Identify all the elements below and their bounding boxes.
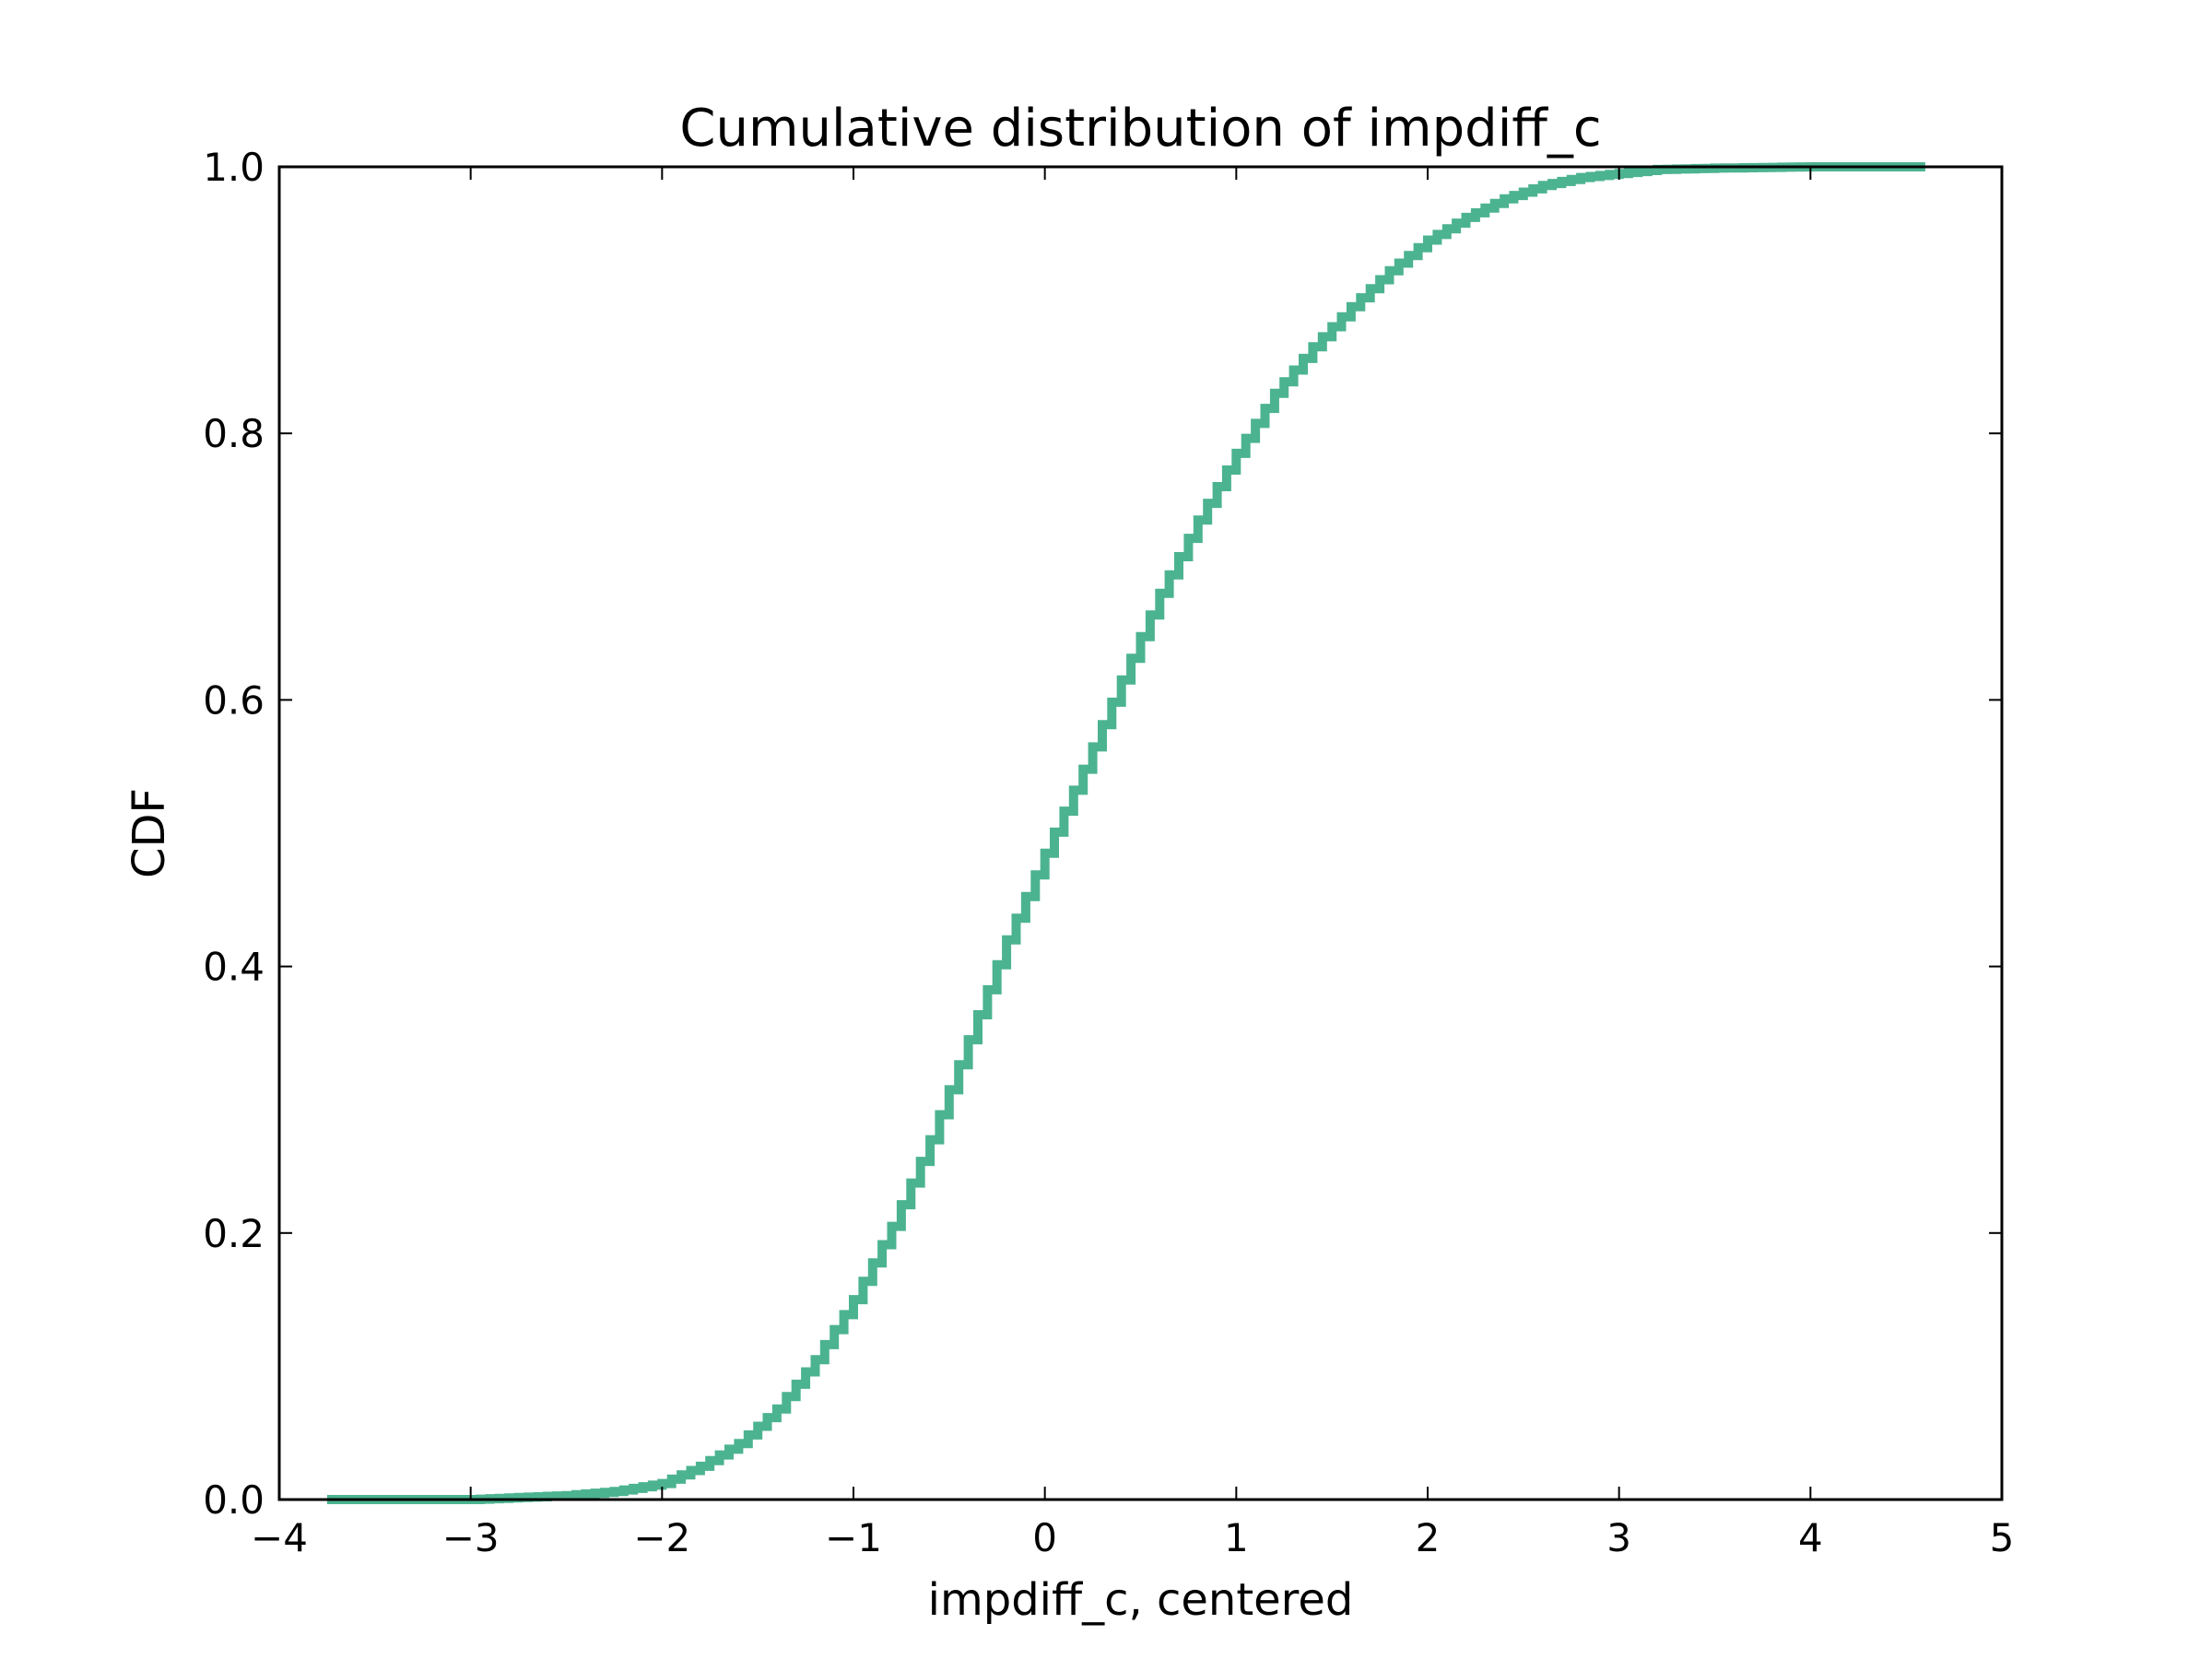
x-axis-label: impdiff_c, centered [928,1574,1354,1626]
x-tick-label: −3 [442,1515,500,1560]
y-tick-label: 0.0 [203,1477,265,1523]
x-tick-label: 4 [1798,1515,1823,1560]
plot-layer [326,162,1925,1504]
y-tick-label: 0.2 [203,1211,265,1256]
x-tick-label: 5 [1990,1515,2015,1560]
x-tick-label: 2 [1416,1515,1441,1560]
y-axis-label: CDF [124,788,175,878]
y-tick-label: 1.0 [203,145,265,190]
y-tick-label: 0.4 [203,945,265,990]
x-tick-label: −1 [825,1515,882,1560]
ticks-layer: −4 −3 −2 −1 0 1 2 3 4 5 0.0 0.2 0.4 0.6 0.8 1.0 [203,145,2014,1560]
chart-title: Cumulative distribution of impdiff_c [679,99,1601,159]
cdf-series-line [326,162,1925,1504]
x-tick-label: 0 [1032,1515,1057,1560]
y-tick-label: 0.6 [203,677,265,723]
x-tick-label: −4 [251,1515,308,1560]
x-tick-label: 1 [1224,1515,1249,1560]
y-tick-label: 0.8 [203,411,265,456]
x-tick-label: −2 [633,1515,690,1560]
x-tick-label: 3 [1606,1515,1631,1560]
axes-frame [277,165,2004,1501]
